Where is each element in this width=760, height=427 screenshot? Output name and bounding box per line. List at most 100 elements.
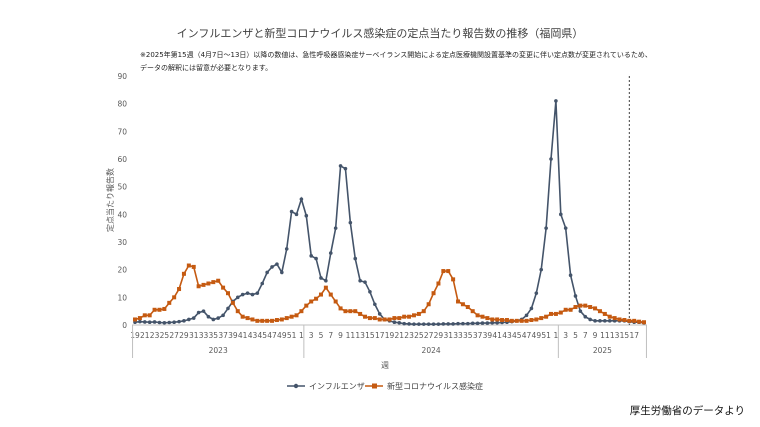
- influenza-point: [549, 157, 553, 161]
- covid-point: [558, 310, 563, 315]
- covid-point: [279, 317, 284, 322]
- covid-point: [152, 307, 157, 312]
- covid-point: [416, 311, 421, 316]
- x-tick-label: 17: [629, 331, 639, 340]
- influenza-point: [343, 166, 348, 171]
- series-line-2: [134, 264, 645, 324]
- influenza-point: [583, 314, 588, 319]
- influenza-point: [554, 99, 558, 103]
- covid-point: [480, 314, 485, 319]
- influenza-point: [284, 247, 289, 251]
- x-tick-label: 1: [299, 331, 304, 340]
- covid-point: [314, 296, 319, 301]
- covid-point: [563, 307, 568, 312]
- y-tick-label: 20: [117, 266, 127, 275]
- x-tick-label: 7: [583, 331, 588, 340]
- covid-point: [133, 317, 137, 322]
- x-tick-label: 21: [140, 331, 150, 340]
- covid-point: [363, 314, 368, 319]
- covid-point: [578, 303, 583, 308]
- influenza-point: [475, 321, 480, 326]
- influenza-point: [558, 212, 563, 217]
- x-axis-ticks: 19 21 23 25 27 29 31 33 35 37 39 41 43 45 47 49 51 1 3 5 7 9 1…: [130, 331, 639, 340]
- x-tick-label: 25: [160, 331, 170, 340]
- x-tick-label: 45: [512, 331, 522, 340]
- covid-point: [436, 281, 441, 286]
- x-tick-label: 29: [434, 331, 444, 340]
- covid-point: [632, 318, 637, 323]
- influenza-point: [289, 209, 294, 214]
- influenza-point: [240, 292, 245, 297]
- covid-point: [441, 269, 446, 274]
- x-tick-label: 1: [554, 331, 559, 340]
- influenza-point: [162, 320, 167, 325]
- influenza-point: [534, 291, 539, 295]
- covid-point: [372, 316, 377, 321]
- covid-point: [539, 316, 544, 321]
- x-tick-label: 33: [199, 331, 209, 340]
- covid-point: [201, 282, 206, 287]
- covid-point: [338, 306, 343, 311]
- influenza-point: [368, 290, 372, 294]
- x-tick-label: 5: [319, 331, 324, 340]
- covid-point: [485, 316, 490, 321]
- covid-point: [465, 305, 470, 310]
- influenza-point: [392, 320, 397, 325]
- influenza-point: [142, 320, 147, 324]
- covid-point: [495, 317, 500, 322]
- influenza-point: [177, 319, 181, 324]
- covid-point: [211, 280, 216, 285]
- covid-point: [181, 271, 186, 276]
- covid-point: [260, 318, 265, 323]
- influenza-point: [250, 292, 255, 297]
- chart-note-line-2: データの解釈には留意が必要となります。: [140, 63, 272, 72]
- influenza-point: [294, 212, 299, 217]
- influenza-point: [524, 313, 529, 318]
- x-tick-label: 15: [365, 331, 375, 340]
- covid-point: [407, 314, 412, 319]
- x-tick-label: 43: [248, 331, 258, 340]
- y-tick-label: 80: [117, 100, 127, 109]
- x-tick-label: 39: [228, 331, 238, 340]
- x-tick-label: 11: [346, 331, 356, 340]
- x-tick-label: 7: [328, 331, 333, 340]
- covid-point: [328, 292, 333, 297]
- x-tick-label: 3: [563, 331, 568, 340]
- influenza-point: [377, 312, 382, 316]
- x-tick-label: 33: [453, 331, 463, 340]
- influenza-point: [431, 322, 436, 326]
- covid-point: [602, 311, 607, 316]
- influenza-point: [544, 226, 548, 230]
- covid-point: [475, 313, 480, 318]
- covid-point: [221, 285, 226, 290]
- covid-point: [402, 314, 407, 319]
- influenza-point: [446, 322, 451, 326]
- x-tick-label: 3: [309, 331, 314, 340]
- influenza-point: [235, 295, 240, 300]
- x-tick-label: 35: [209, 331, 219, 340]
- influenza-point: [461, 321, 465, 326]
- covid-point: [309, 299, 314, 304]
- covid-point: [191, 264, 196, 269]
- influenza-point: [314, 256, 318, 261]
- x-tick-label: 17: [375, 331, 385, 340]
- x-tick-label: 49: [532, 331, 542, 340]
- influenza-point: [412, 322, 416, 326]
- influenza-point: [568, 273, 573, 278]
- influenza-point: [338, 164, 343, 168]
- covid-point: [172, 295, 177, 300]
- influenza-point: [397, 320, 402, 325]
- covid-point: [593, 306, 598, 311]
- covid-point: [274, 318, 279, 323]
- y-tick-label: 40: [117, 210, 127, 219]
- influenza-point: [147, 320, 152, 325]
- influenza-point: [485, 321, 490, 325]
- influenza-point: [603, 319, 607, 323]
- influenza-point: [373, 302, 377, 307]
- influenza-point: [539, 267, 544, 272]
- covid-point: [411, 313, 416, 318]
- year-label: 2024: [422, 346, 441, 355]
- covid-point: [607, 314, 612, 319]
- x-tick-label: 35: [463, 331, 473, 340]
